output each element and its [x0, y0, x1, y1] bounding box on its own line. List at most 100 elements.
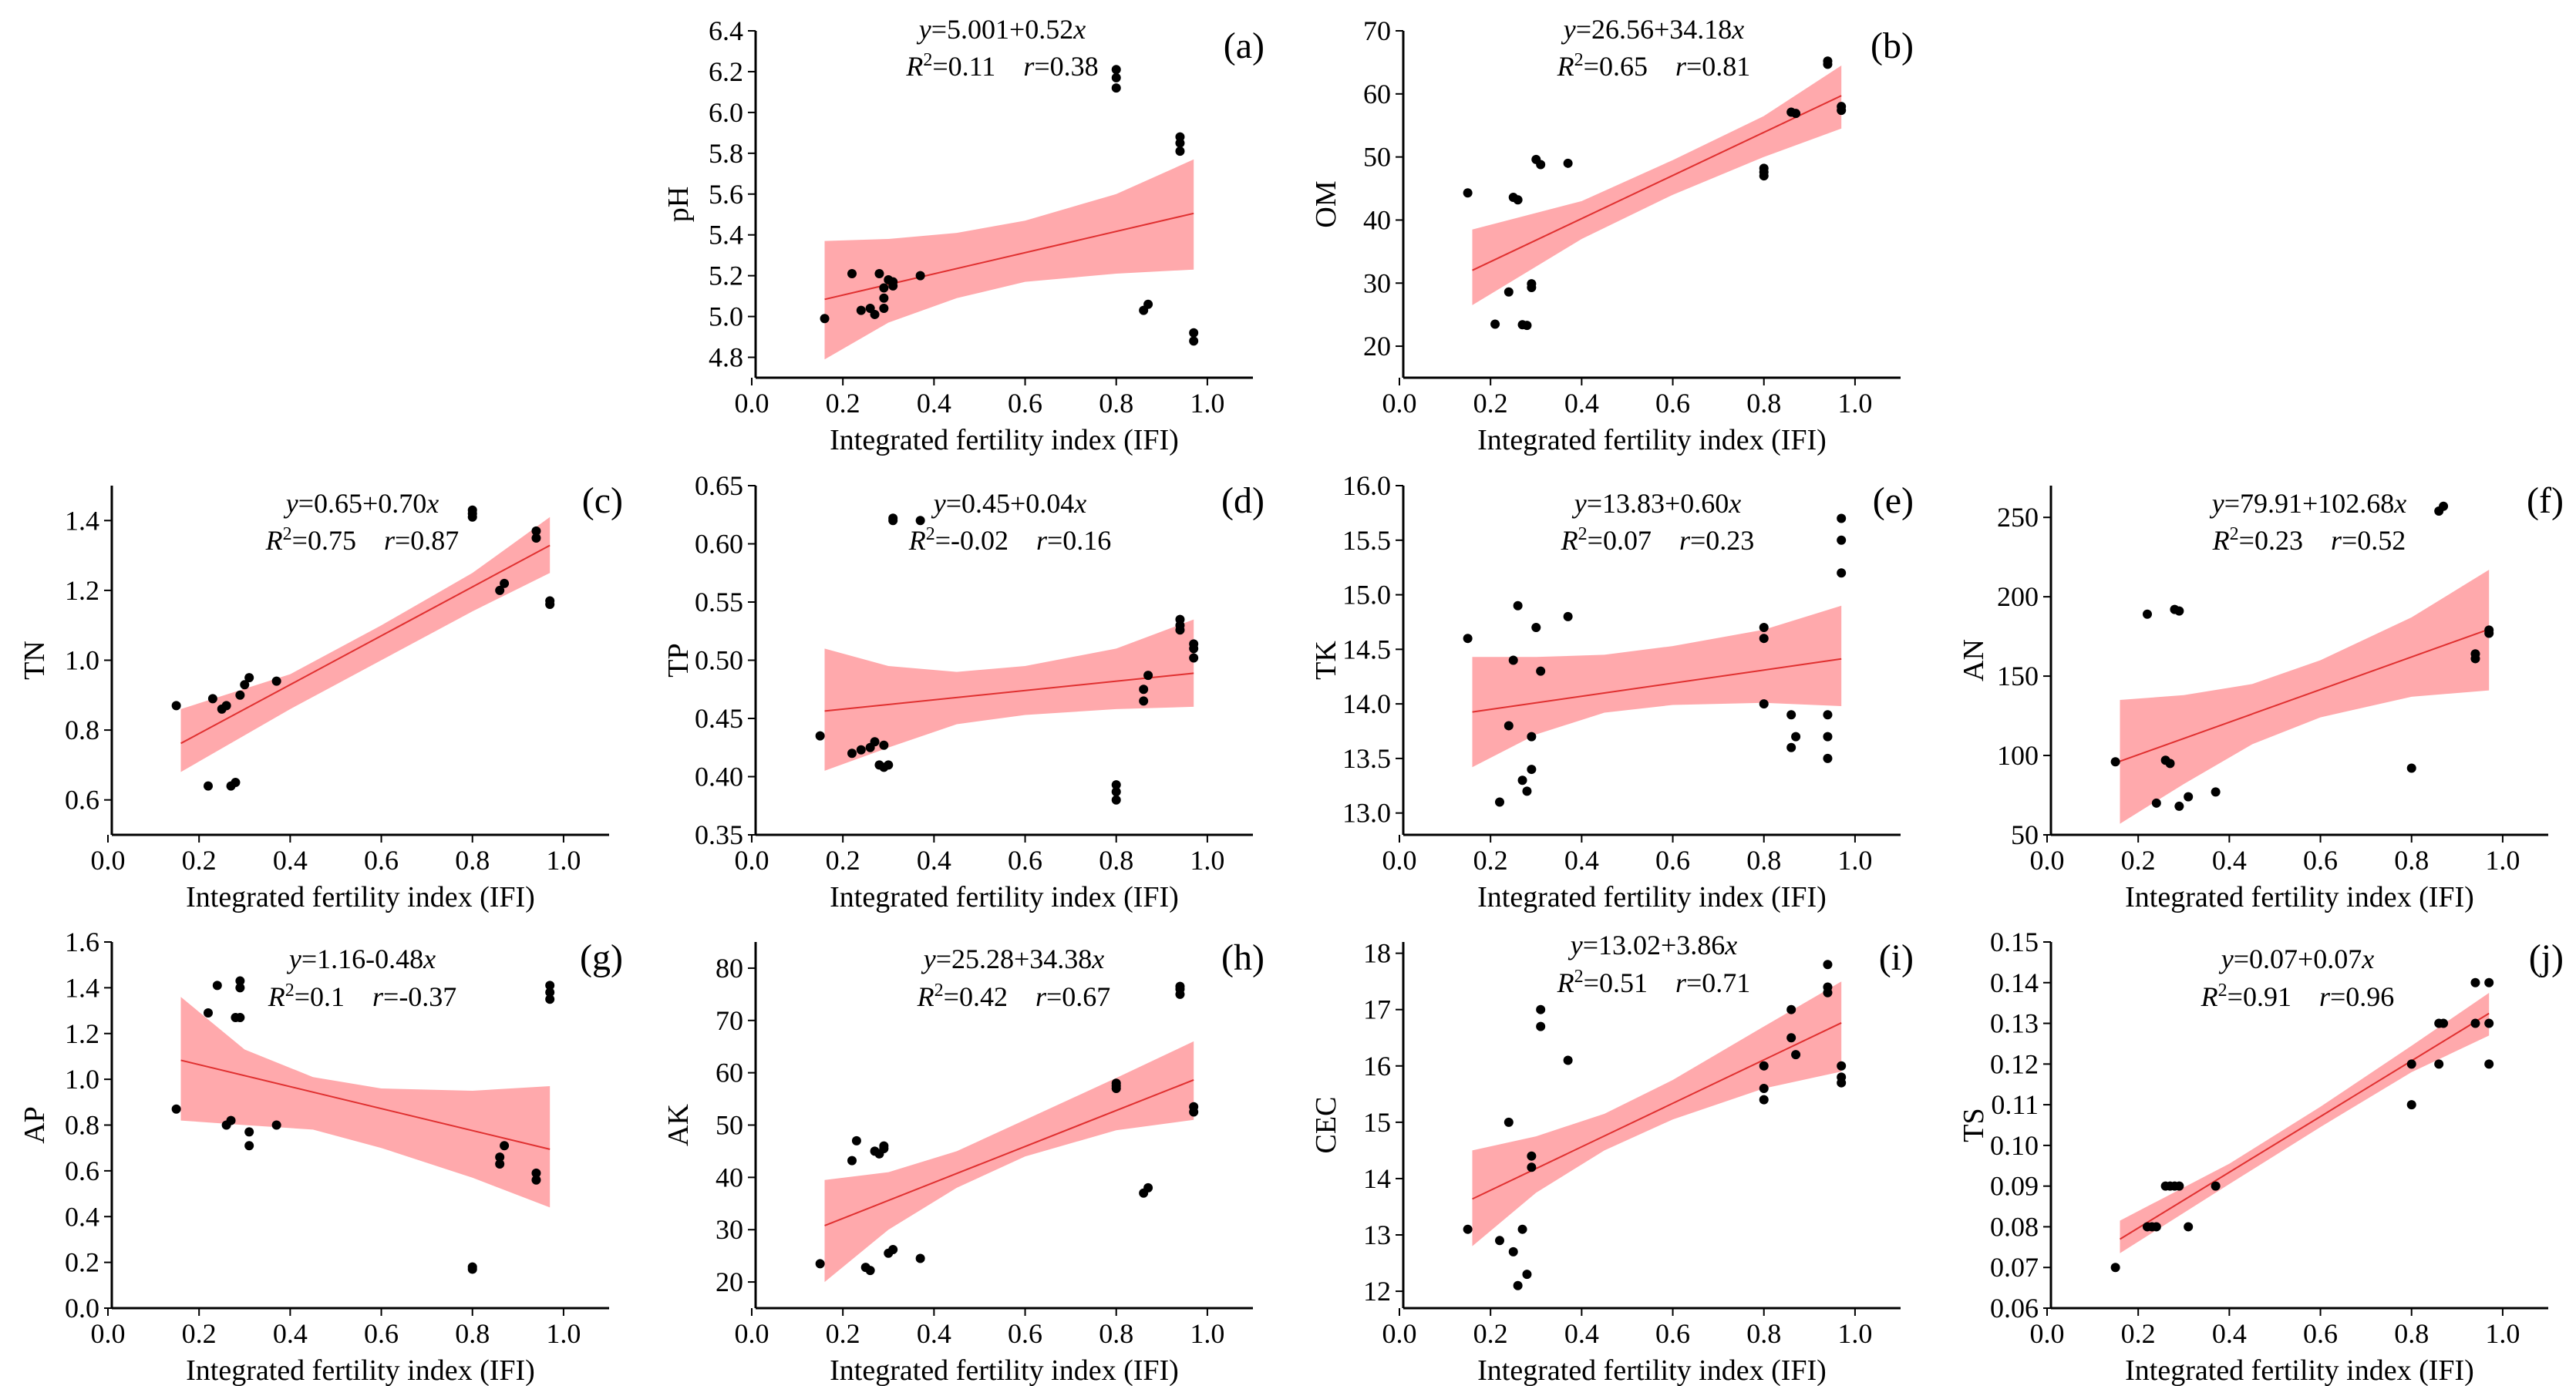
y-tick-label-j-4: 0.10 — [1990, 1130, 2039, 1161]
data-point-c-17 — [531, 526, 541, 536]
data-point-c-14 — [495, 585, 505, 595]
chart-panel-f: 0.0 0.2 0.4 0.6 0.8 1.0 50 100 150 200 250 Integrat… — [1958, 480, 2564, 913]
data-point-h-0 — [815, 1259, 825, 1269]
data-point-c-13 — [467, 505, 477, 515]
data-point-i-17 — [1791, 1050, 1801, 1060]
x-axis-label-j: Integrated fertility index (IFI) — [2125, 1354, 2474, 1386]
data-point-b-0 — [1463, 188, 1473, 198]
regression-equation-c: y=0.65+0.70x — [284, 488, 439, 519]
x-tick-label-b-1: 0.2 — [1473, 388, 1508, 419]
data-point-e-2 — [1504, 721, 1514, 731]
data-point-g-21 — [545, 981, 555, 991]
regression-line-c — [180, 544, 551, 745]
x-tick-label-i-2: 0.4 — [1564, 1318, 1599, 1349]
y-tick-label-i-5: 17 — [1363, 994, 1391, 1025]
data-point-i-21 — [1837, 1061, 1847, 1071]
data-point-i-10 — [1536, 1021, 1546, 1031]
panel-label-b: (b) — [1871, 25, 1914, 66]
y-tick-label-c-2: 1.0 — [65, 645, 99, 676]
y-tick-label-h-6: 80 — [716, 953, 743, 984]
data-point-g-4 — [226, 1115, 236, 1125]
y-tick-label-c-0: 0.6 — [65, 785, 99, 816]
regression-line-h — [824, 1079, 1194, 1226]
y-tick-label-f-0: 50 — [2011, 819, 2039, 850]
data-point-g-2 — [212, 981, 222, 991]
data-point-c-2 — [207, 694, 217, 704]
data-point-i-16 — [1786, 1033, 1796, 1043]
x-axis-label-h: Integrated fertility index (IFI) — [830, 1354, 1179, 1386]
data-point-h-16 — [1143, 1182, 1153, 1193]
y-tick-label-b-2: 40 — [1363, 204, 1391, 235]
x-tick-label-b-2: 0.4 — [1564, 388, 1599, 419]
data-point-b-6 — [1522, 321, 1532, 331]
data-point-h-2 — [851, 1135, 861, 1145]
x-tick-label-j-3: 0.6 — [2303, 1318, 2338, 1349]
y-tick-label-f-3: 200 — [1997, 581, 2039, 612]
regression-stats-j: R2=0.91 r=0.96 — [2201, 981, 2395, 1012]
data-point-i-20 — [1823, 960, 1833, 970]
data-point-e-1 — [1495, 797, 1504, 807]
data-point-d-21 — [1189, 653, 1199, 663]
data-point-g-10 — [244, 1127, 254, 1137]
x-tick-label-e-3: 0.6 — [1655, 845, 1690, 876]
y-axis-label-g: AP — [19, 1106, 51, 1144]
data-point-c-4 — [221, 701, 231, 711]
x-tick-label-a-4: 0.8 — [1099, 388, 1133, 419]
y-tick-label-e-5: 15.5 — [1342, 525, 1391, 556]
panel-label-j: (j) — [2529, 937, 2564, 978]
data-point-h-1 — [847, 1156, 857, 1166]
panel-label-c: (c) — [582, 480, 623, 521]
y-tick-label-j-3: 0.09 — [1990, 1171, 2039, 1202]
data-point-i-15 — [1786, 1004, 1796, 1014]
data-point-c-6 — [231, 778, 241, 788]
y-tick-label-e-4: 15.0 — [1342, 580, 1391, 611]
x-tick-label-d-2: 0.4 — [917, 845, 951, 876]
data-point-a-1 — [847, 269, 857, 278]
x-tick-label-d-5: 1.0 — [1190, 845, 1224, 876]
data-point-d-7 — [879, 740, 889, 750]
regression-line-b — [1472, 95, 1842, 271]
data-point-g-8 — [235, 976, 245, 986]
y-axis-label-i: CEC — [1310, 1097, 1342, 1154]
data-point-d-20 — [1175, 614, 1185, 624]
data-point-i-13 — [1759, 1084, 1769, 1093]
regression-equation-e: y=13.83+0.60x — [1572, 488, 1742, 519]
data-point-a-15 — [1111, 65, 1121, 75]
y-tick-label-a-7: 6.2 — [709, 56, 743, 87]
data-point-c-8 — [240, 680, 250, 690]
y-axis-label-a: pH — [662, 187, 695, 222]
x-tick-label-e-5: 1.0 — [1837, 845, 1872, 876]
data-point-c-10 — [271, 676, 281, 686]
panel-label-f: (f) — [2527, 480, 2564, 521]
regression-equation-d: y=0.45+0.04x — [931, 488, 1087, 519]
data-point-j-18 — [2484, 1018, 2494, 1028]
data-point-i-6 — [1522, 1270, 1532, 1280]
y-tick-label-h-5: 70 — [716, 1005, 743, 1036]
data-point-e-23 — [1837, 513, 1847, 523]
data-point-d-16 — [1139, 685, 1149, 695]
x-axis-label-e: Integrated fertility index (IFI) — [1477, 881, 1827, 913]
y-tick-label-c-3: 1.2 — [65, 575, 99, 606]
x-tick-label-h-4: 0.8 — [1099, 1318, 1133, 1349]
x-tick-label-g-3: 0.6 — [364, 1318, 399, 1349]
x-tick-label-g-0: 0.0 — [91, 1318, 126, 1349]
y-tick-label-f-4: 250 — [1997, 502, 2039, 533]
x-tick-label-b-3: 0.6 — [1655, 388, 1690, 419]
data-point-i-11 — [1563, 1055, 1573, 1065]
regression-stats-i: R2=0.51 r=0.71 — [1557, 967, 1751, 998]
data-point-a-5 — [874, 269, 884, 278]
data-point-b-11 — [1563, 158, 1573, 168]
data-point-f-6 — [2174, 606, 2184, 616]
x-tick-label-a-1: 0.2 — [826, 388, 860, 419]
data-point-i-12 — [1759, 1061, 1769, 1071]
x-tick-label-g-4: 0.8 — [455, 1318, 490, 1349]
regression-equation-a: y=5.001+0.52x — [917, 14, 1086, 45]
y-tick-label-j-9: 0.15 — [1990, 927, 2039, 957]
y-tick-label-g-4: 0.8 — [65, 1110, 99, 1141]
y-tick-label-i-1: 13 — [1363, 1219, 1391, 1250]
data-point-h-4 — [865, 1266, 875, 1276]
data-point-h-10 — [888, 1245, 898, 1254]
confidence-band-g — [180, 997, 551, 1208]
x-tick-label-c-5: 1.0 — [546, 845, 581, 876]
